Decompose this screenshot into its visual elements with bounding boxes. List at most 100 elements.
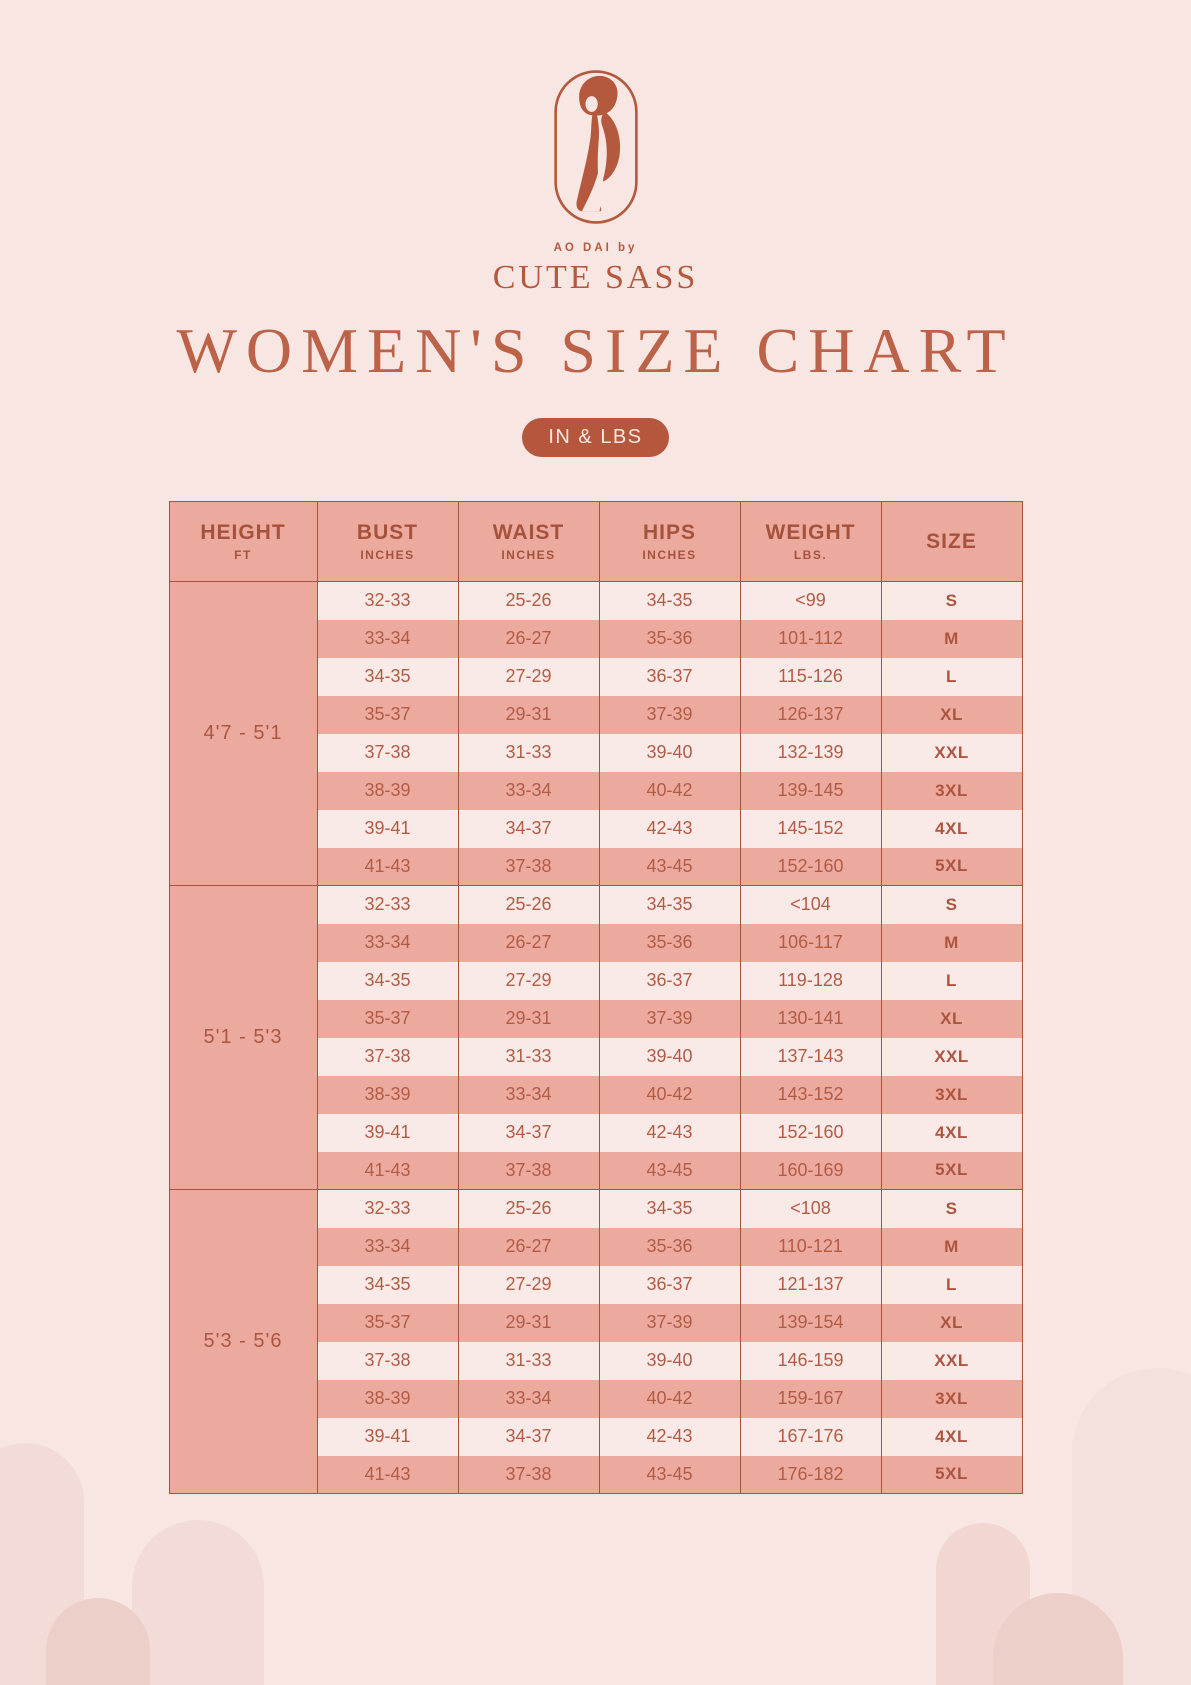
cell-weight: 152-160 xyxy=(739,1113,882,1152)
cell-size: 4XL xyxy=(880,1417,1023,1456)
cell-size: XL xyxy=(880,695,1023,734)
cell-weight: <104 xyxy=(739,885,882,924)
table-row: 41-43 37-38 43-45 176-182 5XL xyxy=(169,1455,1023,1494)
cell-hips: 37-39 xyxy=(598,695,741,734)
cell-bust: 39-41 xyxy=(316,809,459,848)
cell-hips: 40-42 xyxy=(598,1075,741,1114)
cell-hips: 35-36 xyxy=(598,619,741,658)
cell-waist: 31-33 xyxy=(457,733,600,772)
column-header-hips: HIPS INCHES xyxy=(598,501,741,583)
cell-bust: 34-35 xyxy=(316,961,459,1000)
cell-size: 4XL xyxy=(880,809,1023,848)
cell-size: S xyxy=(880,1189,1023,1228)
cell-weight: 121-137 xyxy=(739,1265,882,1304)
cell-weight: 139-145 xyxy=(739,771,882,810)
cell-size: 3XL xyxy=(880,1075,1023,1114)
cell-weight: 159-167 xyxy=(739,1379,882,1418)
cell-waist: 25-26 xyxy=(457,885,600,924)
cell-bust: 32-33 xyxy=(316,885,459,924)
cell-waist: 29-31 xyxy=(457,695,600,734)
woman-silhouette-icon xyxy=(553,70,638,224)
cell-waist: 33-34 xyxy=(457,771,600,810)
cell-waist: 34-37 xyxy=(457,1417,600,1456)
cell-hips: 40-42 xyxy=(598,1379,741,1418)
decorative-arch xyxy=(132,1520,264,1685)
cell-weight: 130-141 xyxy=(739,999,882,1038)
cell-bust: 38-39 xyxy=(316,771,459,810)
cell-hips: 42-43 xyxy=(598,809,741,848)
table-row: 39-41 34-37 42-43 145-152 4XL xyxy=(169,809,1023,848)
cell-bust: 32-33 xyxy=(316,1189,459,1228)
cell-waist: 31-33 xyxy=(457,1037,600,1076)
table-row: 39-41 34-37 42-43 167-176 4XL xyxy=(169,1417,1023,1456)
cell-weight: 167-176 xyxy=(739,1417,882,1456)
cell-hips: 39-40 xyxy=(598,1341,741,1380)
cell-waist: 27-29 xyxy=(457,657,600,696)
cell-bust: 34-35 xyxy=(316,657,459,696)
cell-waist: 37-38 xyxy=(457,1455,600,1494)
cell-size: 5XL xyxy=(880,1151,1023,1190)
cell-waist: 26-27 xyxy=(457,923,600,962)
decorative-arch xyxy=(46,1598,150,1685)
cell-bust: 41-43 xyxy=(316,1455,459,1494)
table-row: 39-41 34-37 42-43 152-160 4XL xyxy=(169,1113,1023,1152)
column-header-size: SIZE xyxy=(880,501,1023,583)
cell-hips: 36-37 xyxy=(598,961,741,1000)
cell-bust: 39-41 xyxy=(316,1417,459,1456)
cell-size: 4XL xyxy=(880,1113,1023,1152)
cell-weight: 132-139 xyxy=(739,733,882,772)
cell-bust: 35-37 xyxy=(316,1303,459,1342)
cell-hips: 39-40 xyxy=(598,1037,741,1076)
cell-weight: 176-182 xyxy=(739,1455,882,1494)
cell-waist: 29-31 xyxy=(457,999,600,1038)
cell-size: 3XL xyxy=(880,771,1023,810)
cell-weight: 115-126 xyxy=(739,657,882,696)
cell-hips: 43-45 xyxy=(598,847,741,886)
height-group-cell: 4'7 - 5'1 xyxy=(168,581,318,886)
brand-tagline: AO DAI by xyxy=(553,242,638,254)
cell-weight: 139-154 xyxy=(739,1303,882,1342)
table-row: 35-37 29-31 37-39 126-137 XL xyxy=(169,695,1023,734)
cell-size: L xyxy=(880,657,1023,696)
cell-size: S xyxy=(880,581,1023,620)
header-row: HEIGHT FT BUST INCHES WAIST INCHES HIPS INCHES W… xyxy=(168,501,1023,583)
cell-bust: 33-34 xyxy=(316,1227,459,1266)
table-row: 4'7 - 5'1 32-33 25-26 34-35 <99 S xyxy=(168,581,1023,886)
table-row: 34-35 27-29 36-37 121-137 L xyxy=(169,1265,1023,1304)
height-group-cell: 5'1 - 5'3 xyxy=(168,885,318,1190)
cell-hips: 40-42 xyxy=(598,771,741,810)
page-title: WOMEN'S SIZE CHART xyxy=(176,315,1015,386)
cell-bust: 38-39 xyxy=(316,1075,459,1114)
cell-weight: 110-121 xyxy=(739,1227,882,1266)
table-row: 34-35 27-29 36-37 115-126 L xyxy=(169,657,1023,696)
table-row: 41-43 37-38 43-45 152-160 5XL xyxy=(169,847,1023,886)
table-row: 33-34 26-27 35-36 110-121 M xyxy=(169,1227,1023,1266)
table-row: 38-39 33-34 40-42 139-145 3XL xyxy=(169,771,1023,810)
cell-bust: 33-34 xyxy=(316,923,459,962)
cell-hips: 37-39 xyxy=(598,1303,741,1342)
cell-waist: 26-27 xyxy=(457,1227,600,1266)
table-row: 38-39 33-34 40-42 159-167 3XL xyxy=(169,1379,1023,1418)
cell-size: S xyxy=(880,885,1023,924)
cell-size: XL xyxy=(880,999,1023,1038)
cell-waist: 33-34 xyxy=(457,1075,600,1114)
cell-hips: 42-43 xyxy=(598,1113,741,1152)
cell-weight: 143-152 xyxy=(739,1075,882,1114)
cell-weight: 160-169 xyxy=(739,1151,882,1190)
table-row: 33-34 26-27 35-36 101-112 M xyxy=(169,619,1023,658)
cell-waist: 31-33 xyxy=(457,1341,600,1380)
table-row: 41-43 37-38 43-45 160-169 5XL xyxy=(169,1151,1023,1190)
cell-size: M xyxy=(880,1227,1023,1266)
cell-hips: 39-40 xyxy=(598,733,741,772)
table-row: 37-38 31-33 39-40 137-143 XXL xyxy=(169,1037,1023,1076)
cell-weight: <99 xyxy=(739,581,882,620)
column-header-height: HEIGHT FT xyxy=(168,501,318,583)
table-row: 37-38 31-33 39-40 132-139 XXL xyxy=(169,733,1023,772)
cell-hips: 34-35 xyxy=(598,581,741,620)
cell-waist: 37-38 xyxy=(457,847,600,886)
cell-waist: 37-38 xyxy=(457,1151,600,1190)
cell-size: M xyxy=(880,923,1023,962)
cell-hips: 35-36 xyxy=(598,923,741,962)
cell-size: 5XL xyxy=(880,847,1023,886)
